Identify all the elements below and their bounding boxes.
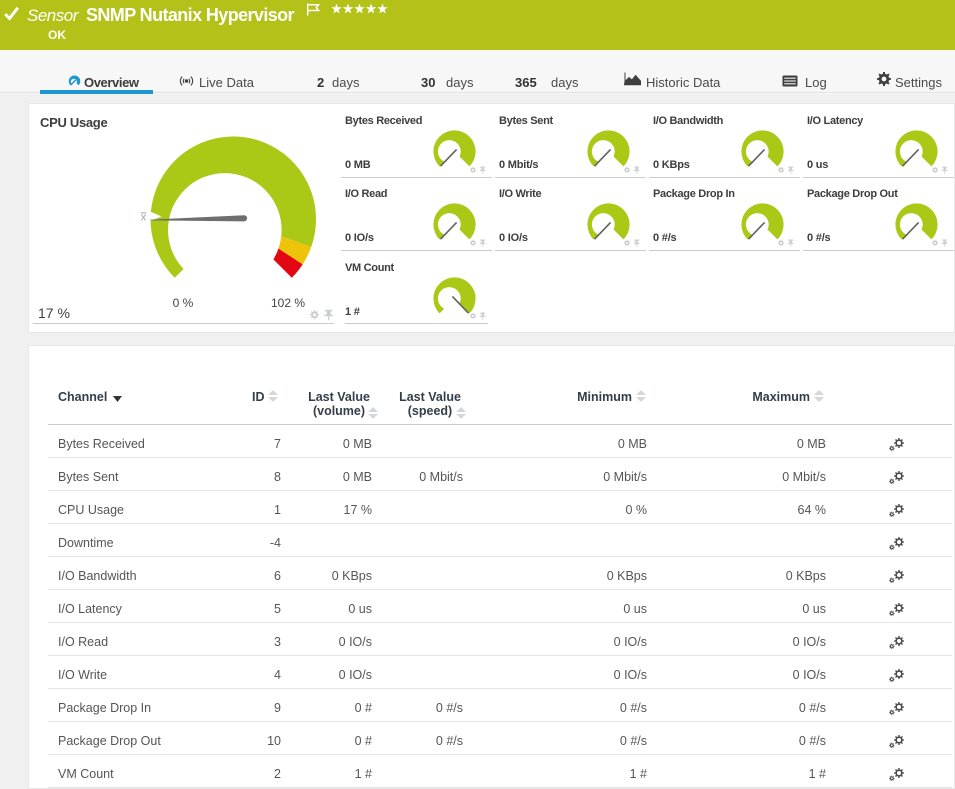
svg-text:x: x — [141, 212, 147, 224]
